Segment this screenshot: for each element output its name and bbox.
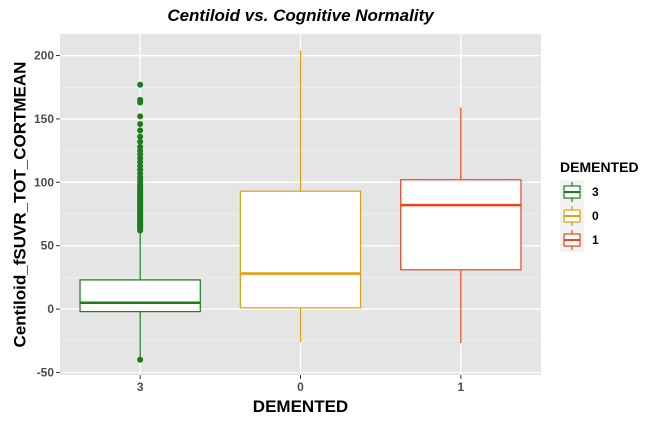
x-axis-title: DEMENTED (253, 397, 348, 416)
legend-item-1: 1 (560, 228, 599, 252)
y-tick-label: -50 (37, 365, 55, 379)
y-axis-title: Centiloid_fSUVR_TOT_CORTMEAN (10, 62, 29, 348)
legend-label: 3 (592, 185, 599, 199)
legend-title: DEMENTED (560, 159, 639, 175)
x-tick-label: 1 (457, 380, 464, 394)
outlier-point (137, 133, 144, 140)
y-tick-label: 150 (34, 112, 54, 126)
box-iqr (239, 190, 362, 309)
y-tick-label: 200 (34, 49, 54, 63)
x-tick-label: 3 (137, 380, 144, 394)
y-tick-label: 0 (47, 302, 54, 316)
outlier-point (137, 96, 144, 103)
legend: DEMENTED 3 0 1 (560, 159, 639, 252)
legend-label: 0 (592, 209, 599, 223)
y-tick-label: 50 (41, 239, 55, 253)
outlier-point (137, 81, 144, 88)
outlier-point (137, 143, 144, 150)
outlier-point (137, 138, 144, 145)
x-tick-label: 0 (297, 380, 304, 394)
box-iqr (400, 179, 522, 271)
legend-label: 1 (592, 233, 599, 247)
legend-item-3: 3 (560, 180, 599, 204)
outlier-point (137, 356, 144, 363)
boxplot-3 (79, 81, 201, 363)
axes: -50 0 50 100 150 200 3 0 1 (34, 49, 465, 394)
outlier-point (137, 113, 144, 120)
legend-item-0: 0 (560, 204, 599, 228)
boxplot-1 (400, 107, 522, 344)
boxplots (79, 50, 522, 363)
y-tick-label: 100 (34, 175, 54, 189)
boxplot-0 (239, 50, 362, 343)
outlier-point (137, 127, 144, 134)
chart-title: Centiloid vs. Cognitive Normality (167, 6, 435, 25)
outlier-point (137, 121, 144, 128)
box-iqr (79, 279, 201, 313)
